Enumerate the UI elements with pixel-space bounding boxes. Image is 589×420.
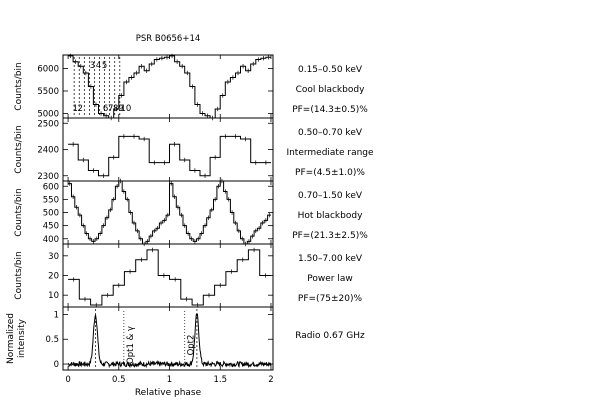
y-tick-label: 2400 [37,146,59,156]
radio-profile-line [67,313,272,369]
x-axis-label: Relative phase [135,388,202,398]
phase-marker-label: 10 [120,104,131,114]
y-tick-label: 550 [43,195,59,205]
annotation-label: Opt1 & γ [126,326,136,364]
panel-info-text: PF=(4.5±1.0)% [295,168,365,178]
y-tick-label: 2500 [37,119,59,129]
y-tick-label: 500 [43,209,59,219]
y-tick-label: 1 [54,310,59,320]
panel-info-text: 0.70–1.50 keV [298,191,363,201]
y-tick-label: 20 [48,272,59,282]
panel-info-text: 1.50–7.00 keV [298,254,363,264]
panel-5: 0 0.5 1 Normalized intensity Radio 0.67 GHz Op… [6,306,365,371]
panel-info-text: 0.15–0.50 keV [298,65,363,75]
panel-info-text: Cool blackbody [296,85,365,95]
panel-2: 2300 2400 2500 Counts/bin 0.50–0.70 keV Inter… [14,117,374,182]
panel-info-text: PF=(14.3±0.5)% [292,105,368,115]
x-tick-label: 0 [65,375,70,385]
y-tick-label: 5000 [37,110,59,120]
phase-marker-label: 5 [102,61,107,71]
y-axis-label: Normalized [6,313,16,364]
phase-marker-label: 4 [96,61,101,71]
panel-frame [62,117,274,182]
y-axis-label: Counts/bin [14,62,24,110]
panel-info-text: Radio 0.67 GHz [295,331,365,341]
data-step-line [68,55,271,119]
x-tick-label: 1 [167,375,172,385]
phase-marker-label: 7 [108,104,113,114]
y-axis-label: Counts/bin [14,251,24,299]
panel-info-text: PF=(21.3±2.5)% [292,231,368,241]
x-axis: 0 0.5 1 1.5 2 [65,375,273,385]
y-tick-label: 6000 [37,65,59,75]
panel-3: 400 450 500 550 600 Counts/bin 0.70–1.50 keV Ho… [14,178,368,247]
y-axis-label: intensity [17,318,27,358]
data-step-line [68,180,271,245]
y-tick-label: 400 [43,235,59,245]
y-tick-label: 30 [48,252,59,262]
figure-title: PSR B0656+14 [136,34,201,44]
x-tick-label: 2 [268,375,273,385]
y-tick-label: 2300 [37,172,59,182]
phase-marker-label: 6 [103,104,108,114]
y-tick-label: 600 [43,182,59,192]
x-tick-label: 0.5 [112,375,126,385]
panel-info-text: 0.50–0.70 keV [298,128,363,138]
panel-info-text: Intermediate range [286,148,374,158]
panel-info-text: Hot blackbody [298,211,363,221]
y-axis-label: Counts/bin [14,188,24,236]
y-tick-label: 0 [54,360,59,370]
phase-marker-label: 9 [118,104,123,114]
y-tick-label: 450 [43,222,59,232]
panel-info-text: Power law [307,274,352,284]
panel-frame [62,180,274,245]
panel-4: 10 20 30 Counts/bin 1.50–7.00 keV Power law PF… [14,243,363,308]
panel-1: 5000 5500 6000 Counts/bin 0.15–0.50 keV Cool … [14,53,368,121]
y-axis-label: Counts/bin [14,125,24,173]
panel-info-text: PF=(75±20)% [298,294,363,304]
y-tick-label: 5500 [37,87,59,97]
phase-marker-label: 2 [78,104,83,114]
panel-frame [62,306,274,371]
y-tick-label: 10 [48,291,59,301]
phase-marker-label: 8 [113,104,118,114]
x-tick-label: 1.5 [213,375,227,385]
data-step-line [68,135,271,177]
phase-marker-label: 3 [90,61,95,71]
annotation-label: Opt2 [187,335,197,356]
data-step-line [68,249,271,306]
phase-marker-label: 1 [72,104,77,114]
y-tick-label: 0.5 [45,335,59,345]
